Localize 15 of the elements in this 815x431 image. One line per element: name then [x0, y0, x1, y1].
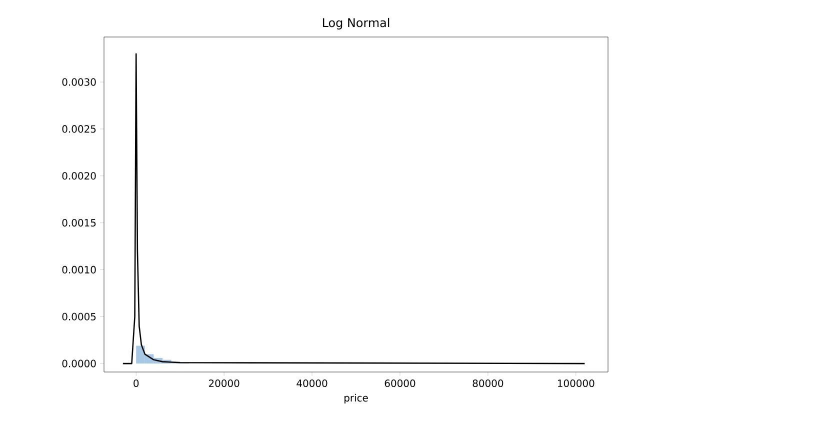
x-tick-label: 0 — [134, 380, 139, 388]
y-tick-label: 0.0025 — [62, 125, 96, 133]
x-tick-label: 20000 — [208, 380, 240, 388]
x-tick-label: 100000 — [558, 380, 594, 388]
x-tick-label: 80000 — [472, 380, 504, 388]
y-tick-label: 0.0000 — [62, 360, 96, 368]
chart-title: Log Normal — [322, 18, 390, 30]
x-tick-label: 40000 — [296, 380, 328, 388]
y-tick-label: 0.0030 — [62, 78, 96, 86]
y-tick-label: 0.0010 — [62, 266, 96, 274]
y-tick-label: 0.0005 — [62, 312, 96, 320]
x-axis-title: price — [344, 394, 368, 404]
y-tick-label: 0.0020 — [62, 172, 96, 180]
y-tick-label: 0.0015 — [62, 219, 96, 227]
x-tick-label: 60000 — [384, 380, 416, 388]
